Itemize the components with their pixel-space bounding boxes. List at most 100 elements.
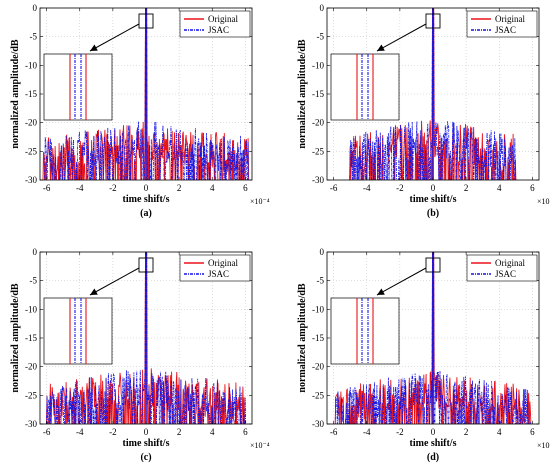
series-line-original (334, 252, 532, 424)
x-tick-label: -6 (330, 427, 338, 437)
zoom-inset (43, 53, 113, 121)
y-tick-label: -10 (312, 60, 324, 70)
y-tick-label: -20 (312, 118, 324, 128)
y-tick-label: -15 (25, 333, 37, 343)
x-axis-label: time shift/s (123, 438, 170, 449)
x-tick-label: 2 (464, 427, 469, 437)
panel-caption: (b) (427, 208, 439, 219)
y-tick-label: 0 (320, 247, 325, 257)
zoom-arrow-head (377, 44, 385, 51)
legend-label-jsac: JSAC (208, 269, 229, 279)
y-tick-label: -25 (312, 146, 324, 156)
y-tick-label: -10 (25, 304, 37, 314)
zoom-inset (330, 53, 400, 121)
y-tick-label: -25 (312, 390, 324, 400)
x-tick-label: -6 (330, 183, 338, 193)
panel-caption: (c) (140, 452, 151, 463)
x-tick-label: 2 (464, 183, 469, 193)
x-axis-label: time shift/s (123, 194, 170, 205)
y-axis-label: normalized amplitude/dB (10, 283, 21, 393)
y-tick-label: -5 (317, 276, 325, 286)
x-tick-label: -2 (109, 427, 117, 437)
x-tick-label: 6 (530, 183, 535, 193)
x-tick-label: -2 (396, 183, 404, 193)
y-axis-label: normalized amplitude/dB (10, 39, 21, 149)
x-tick-label: 4 (497, 427, 502, 437)
x-tick-label: -4 (363, 427, 371, 437)
y-tick-label: -5 (30, 32, 38, 42)
legend-label-original: Original (495, 14, 525, 24)
y-tick-label: 0 (320, 3, 325, 13)
legend-label-original: Original (208, 258, 238, 268)
x-tick-label: 0 (144, 183, 149, 193)
y-tick-label: -20 (25, 362, 37, 372)
y-tick-label: -30 (25, 419, 37, 429)
x-tick-label: 4 (210, 183, 215, 193)
legend-label-jsac: JSAC (495, 269, 516, 279)
y-axis-label: normalized amplitude/dB (297, 283, 308, 393)
inset-box (330, 297, 400, 365)
legend-box (466, 254, 538, 282)
x-tick-label: 6 (243, 183, 248, 193)
y-axis-label: normalized amplitude/dB (297, 39, 308, 149)
panel-caption: (d) (427, 452, 439, 463)
x-tick-label: -4 (76, 427, 84, 437)
inset-box (43, 297, 113, 365)
y-tick-label: -5 (30, 276, 38, 286)
y-tick-label: -25 (25, 390, 37, 400)
x-exponent: ×10⁻⁴ (537, 197, 550, 206)
y-tick-label: -25 (25, 146, 37, 156)
x-tick-label: -4 (76, 183, 84, 193)
y-tick-label: -15 (25, 89, 37, 99)
series-line-jsac (334, 252, 532, 424)
x-exponent: ×10⁻⁴ (250, 197, 270, 206)
inset-box (330, 53, 400, 121)
zoom-arrow-line (89, 23, 140, 52)
x-tick-label: -6 (43, 427, 51, 437)
y-tick-label: -10 (25, 60, 37, 70)
x-exponent: ×10⁻⁴ (250, 441, 270, 450)
series-group (334, 252, 532, 424)
x-exponent: ×10⁻⁴ (537, 441, 550, 450)
legend-box (179, 254, 251, 282)
series-group (349, 8, 517, 180)
x-axis-label: time shift/s (410, 438, 457, 449)
zoom-arrow-head (90, 288, 98, 295)
zoom-inset (43, 297, 113, 365)
legend-label-original: Original (208, 14, 238, 24)
zoom-marker (425, 13, 441, 29)
y-tick-label: -5 (317, 32, 325, 42)
y-tick-label: 0 (33, 3, 38, 13)
zoom-arrow-head (90, 44, 98, 51)
zoom-arrow-head (377, 288, 385, 295)
y-tick-label: -30 (312, 419, 324, 429)
x-tick-label: 2 (177, 427, 182, 437)
x-tick-label: 0 (431, 183, 436, 193)
y-tick-label: -15 (312, 89, 324, 99)
y-tick-label: -10 (312, 304, 324, 314)
y-tick-label: -20 (25, 118, 37, 128)
x-tick-label: -2 (396, 427, 404, 437)
inset-box (43, 53, 113, 121)
x-tick-label: 0 (431, 427, 436, 437)
legend-box (466, 10, 538, 38)
legend-label-jsac: JSAC (495, 25, 516, 35)
zoom-marker (138, 257, 154, 273)
y-tick-label: -20 (312, 362, 324, 372)
y-tick-label: -30 (312, 175, 324, 185)
series-line-jsac (349, 8, 517, 180)
x-tick-label: -4 (363, 183, 371, 193)
legend-label-jsac: JSAC (208, 25, 229, 35)
y-tick-label: 0 (33, 247, 38, 257)
x-tick-label: 2 (177, 183, 182, 193)
zoom-marker (138, 13, 154, 29)
series-line-jsac (46, 252, 247, 424)
zoom-arrow-line (376, 267, 427, 296)
